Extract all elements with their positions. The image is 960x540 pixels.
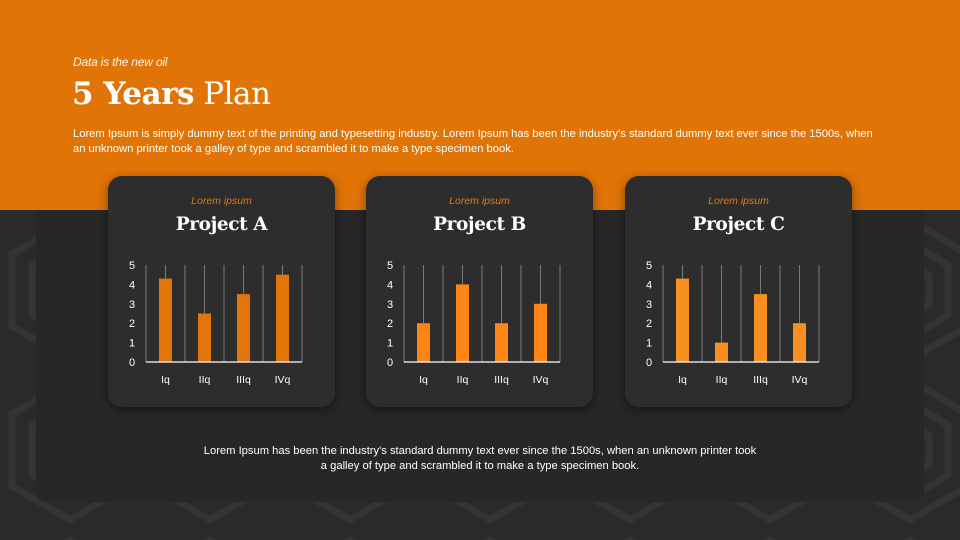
- title-bold: 5 Years: [72, 76, 194, 112]
- y-tick-label: 3: [646, 299, 652, 311]
- x-tick-label: IVq: [275, 374, 291, 386]
- card-subtitle: Lorem ipsum: [708, 195, 769, 207]
- footer-paragraph: Lorem Ipsum has been the industry's stan…: [203, 445, 757, 472]
- bar-IIIq: [495, 323, 508, 362]
- intro-paragraph: Lorem Ipsum is simply dummy text of the …: [73, 128, 873, 155]
- y-tick-label: 0: [129, 357, 135, 369]
- bar-IIq: [456, 284, 469, 362]
- x-tick-label: IIq: [716, 374, 728, 386]
- bar-IIq: [715, 342, 728, 362]
- x-tick-label: IIq: [457, 374, 469, 386]
- bar-Iq: [159, 278, 172, 362]
- bar-chart-project-b: Iq IIq IIIq IVq 0 1 2 3 4 5: [387, 260, 561, 386]
- x-tick-label: IIIq: [236, 374, 251, 386]
- project-card-b: Lorem ipsum Project B Iq IIq IIIq IVq 0 1 2 3 4 5: [366, 176, 593, 407]
- y-tick-label: 2: [646, 318, 652, 330]
- y-tick-label: 4: [646, 279, 652, 291]
- bar-IIIq: [754, 294, 767, 362]
- bar-IVq: [276, 274, 289, 362]
- y-tick-label: 4: [129, 279, 135, 291]
- y-tick-label: 1: [129, 338, 135, 350]
- y-tick-label: 3: [129, 299, 135, 311]
- y-tick-label: 5: [646, 260, 652, 272]
- title-light: Plan: [203, 76, 271, 112]
- bar-Iq: [417, 323, 430, 362]
- header-banner: [0, 0, 960, 210]
- bar-chart-project-a: Iq IIq IIIq IVq 0 1 2 3 4 5: [129, 260, 303, 386]
- card-subtitle: Lorem ipsum: [449, 195, 510, 207]
- y-tick-label: 4: [387, 279, 393, 291]
- page-title: 5 Years Plan: [72, 72, 271, 116]
- y-tick-label: 5: [387, 260, 393, 272]
- kicker-text: Data is the new oil: [73, 55, 168, 69]
- x-tick-label: Iq: [419, 374, 428, 386]
- x-tick-label: Iq: [678, 374, 687, 386]
- card-title: Project C: [692, 214, 785, 235]
- x-tick-label: IIIq: [494, 374, 509, 386]
- x-tick-label: IVq: [792, 374, 808, 386]
- x-tick-label: IIq: [199, 374, 211, 386]
- card-title: Project B: [433, 214, 526, 235]
- project-card-a: Lorem ipsum Project A Iq IIq IIIq IVq 0 1 2 3 4 5: [108, 176, 335, 407]
- project-card-c: Lorem ipsum Project C Iq IIq IIIq IVq 0 1 2 3 4 5: [625, 176, 852, 407]
- y-tick-label: 0: [387, 357, 393, 369]
- y-tick-label: 1: [387, 338, 393, 350]
- y-tick-label: 2: [387, 318, 393, 330]
- y-tick-label: 1: [646, 338, 652, 350]
- bar-IVq: [534, 303, 547, 362]
- y-tick-label: 3: [387, 299, 393, 311]
- bar-chart-project-c: Iq IIq IIIq IVq 0 1 2 3 4 5: [646, 260, 820, 386]
- x-tick-label: IIIq: [753, 374, 768, 386]
- x-tick-label: Iq: [161, 374, 170, 386]
- bar-IIq: [198, 313, 211, 362]
- y-tick-label: 0: [646, 357, 652, 369]
- card-subtitle: Lorem ipsum: [191, 195, 252, 207]
- y-tick-label: 2: [129, 318, 135, 330]
- y-tick-label: 5: [129, 260, 135, 272]
- bar-IIIq: [237, 294, 250, 362]
- card-title: Project A: [175, 214, 268, 235]
- bar-IVq: [793, 323, 806, 362]
- bar-Iq: [676, 278, 689, 362]
- x-tick-label: IVq: [533, 374, 549, 386]
